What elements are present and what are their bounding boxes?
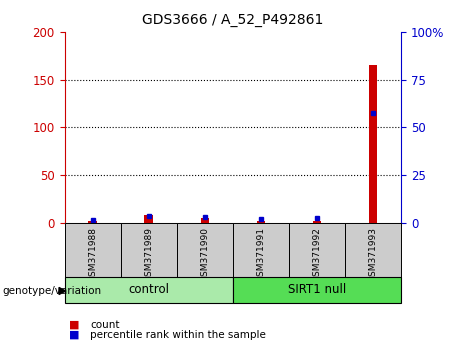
Bar: [257, 221, 265, 223]
Title: GDS3666 / A_52_P492861: GDS3666 / A_52_P492861: [142, 13, 324, 27]
Bar: [121, 223, 177, 278]
Text: control: control: [128, 284, 169, 296]
Bar: [201, 218, 209, 223]
Bar: [345, 223, 401, 278]
Bar: [144, 215, 153, 223]
Bar: [369, 65, 377, 223]
Bar: [177, 223, 233, 278]
Text: GSM371989: GSM371989: [144, 227, 153, 282]
Text: GSM371992: GSM371992: [313, 227, 321, 282]
Text: GSM371991: GSM371991: [256, 227, 266, 282]
Bar: [65, 223, 121, 278]
Text: genotype/variation: genotype/variation: [2, 286, 101, 296]
Bar: [233, 277, 401, 303]
Text: percentile rank within the sample: percentile rank within the sample: [90, 330, 266, 339]
Bar: [289, 223, 345, 278]
Text: GSM371993: GSM371993: [368, 227, 378, 282]
Bar: [233, 223, 289, 278]
Text: GSM371990: GSM371990: [200, 227, 209, 282]
Bar: [313, 221, 321, 223]
Text: ■: ■: [69, 320, 80, 330]
Polygon shape: [59, 287, 65, 295]
Text: count: count: [90, 320, 119, 330]
Bar: [89, 221, 97, 223]
Bar: [65, 277, 233, 303]
Text: GSM371988: GSM371988: [88, 227, 97, 282]
Text: ■: ■: [69, 330, 80, 339]
Text: SIRT1 null: SIRT1 null: [288, 284, 346, 296]
